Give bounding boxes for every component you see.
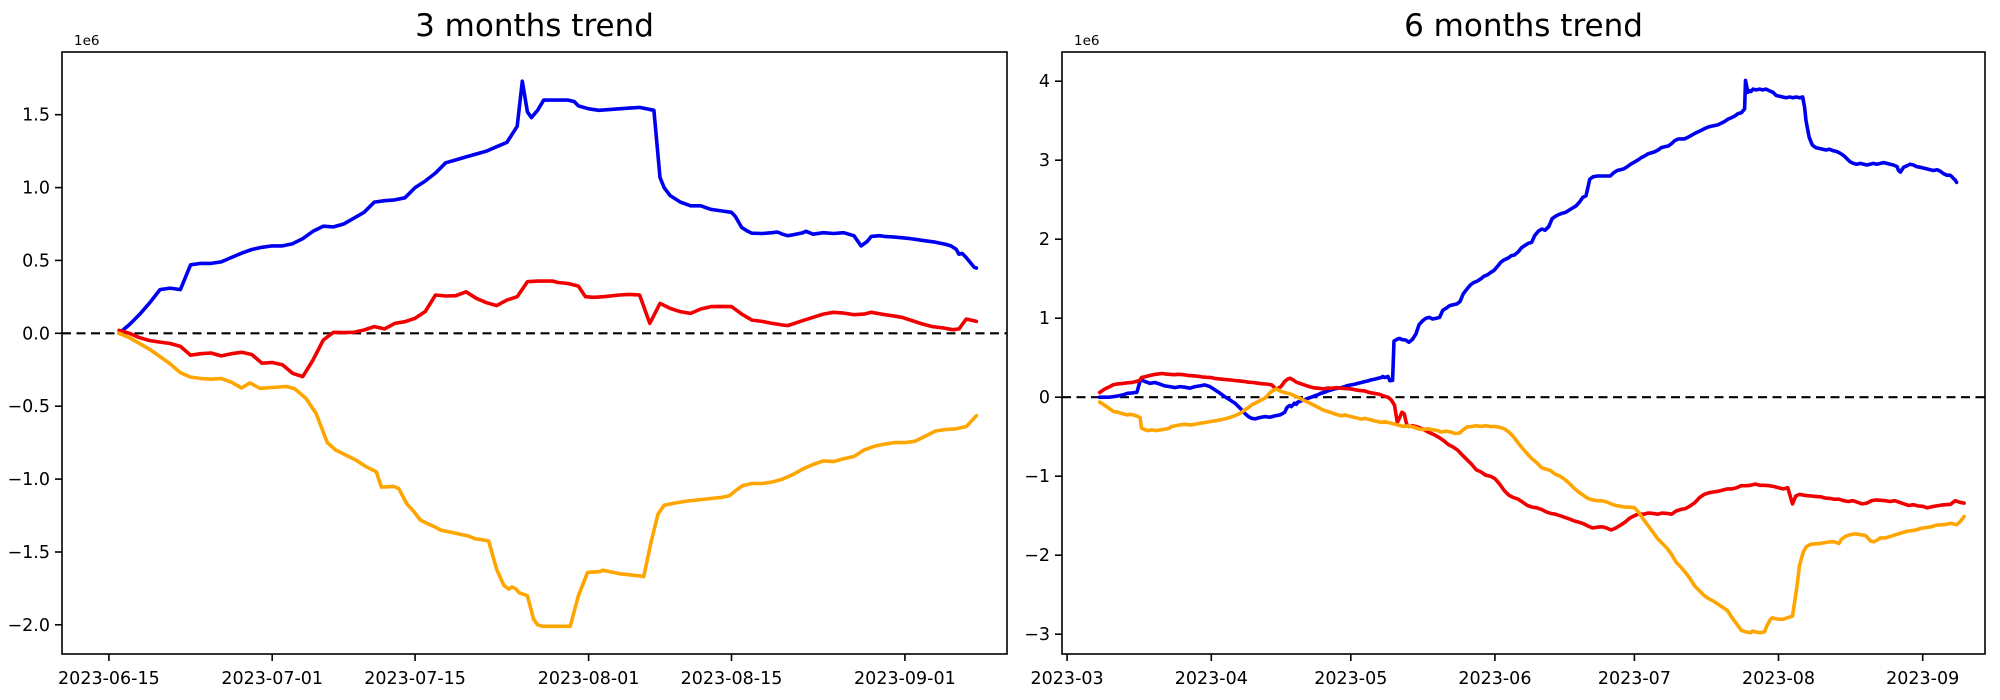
series-line-orange (1097, 387, 1966, 635)
y-tick-label: 3 (1039, 151, 1050, 171)
y-tick-label: −3 (1024, 625, 1050, 645)
y-tick-label: −1.5 (8, 543, 51, 563)
x-tick-label: 2023-06 (1458, 669, 1531, 689)
x-tick-label: 2023-03 (1031, 669, 1104, 689)
y-axis-offset-text: 1e6 (74, 33, 99, 49)
y-tick-label: −1.0 (8, 470, 51, 490)
x-tick-label: 2023-08 (1742, 669, 1815, 689)
axes-spines (61, 51, 1008, 655)
y-tick-label: −2 (1024, 546, 1050, 566)
x-tick-label: 2023-09 (1886, 669, 1959, 689)
series-line-red (1097, 371, 1966, 532)
chart-6-months-trend: 2023-03 2023-04 2023-05 2023-06 2023-07 2023-… (1024, 33, 1986, 689)
x-tick-label: 2023-07 (1598, 669, 1671, 689)
y-tick-label: 0 (1039, 388, 1050, 408)
x-tick-label: 2023-08-01 (538, 669, 640, 689)
x-tick-label: 2023-07-15 (364, 669, 466, 689)
y-tick-label: −1 (1024, 467, 1050, 487)
series-line-orange (117, 331, 979, 629)
x-tick-label: 2023-07-01 (221, 669, 323, 689)
chart-3-months-trend: 2023-06-15 2023-07-01 2023-07-15 2023-08-01… (8, 33, 1008, 689)
y-tick-label: 1.5 (22, 106, 50, 126)
x-tick-label: 2023-05 (1314, 669, 1387, 689)
y-tick-label: −2.0 (8, 616, 51, 636)
y-tick-label: 1.0 (22, 179, 50, 199)
y-tick-label: 0.0 (22, 324, 50, 344)
chart-title-3-months: 3 months trend (415, 8, 654, 44)
x-tick-label: 2023-04 (1175, 669, 1248, 689)
series-line-blue (117, 79, 979, 336)
y-tick-label: 0.5 (22, 251, 50, 271)
axes-spines (1061, 51, 1986, 655)
x-tick-label: 2023-06-15 (58, 669, 160, 689)
y-tick-label: 2 (1039, 230, 1050, 250)
y-tick-label: −0.5 (8, 397, 51, 417)
y-tick-label: 1 (1039, 309, 1050, 329)
chart-title-6-months: 6 months trend (1404, 8, 1643, 44)
series-line-blue (1097, 78, 1959, 421)
y-axis-offset-text: 1e6 (1074, 33, 1099, 49)
x-tick-label: 2023-08-15 (681, 669, 783, 689)
series-line-red (117, 279, 979, 379)
y-tick-label: 4 (1039, 72, 1050, 92)
x-tick-label: 2023-09-01 (854, 669, 956, 689)
